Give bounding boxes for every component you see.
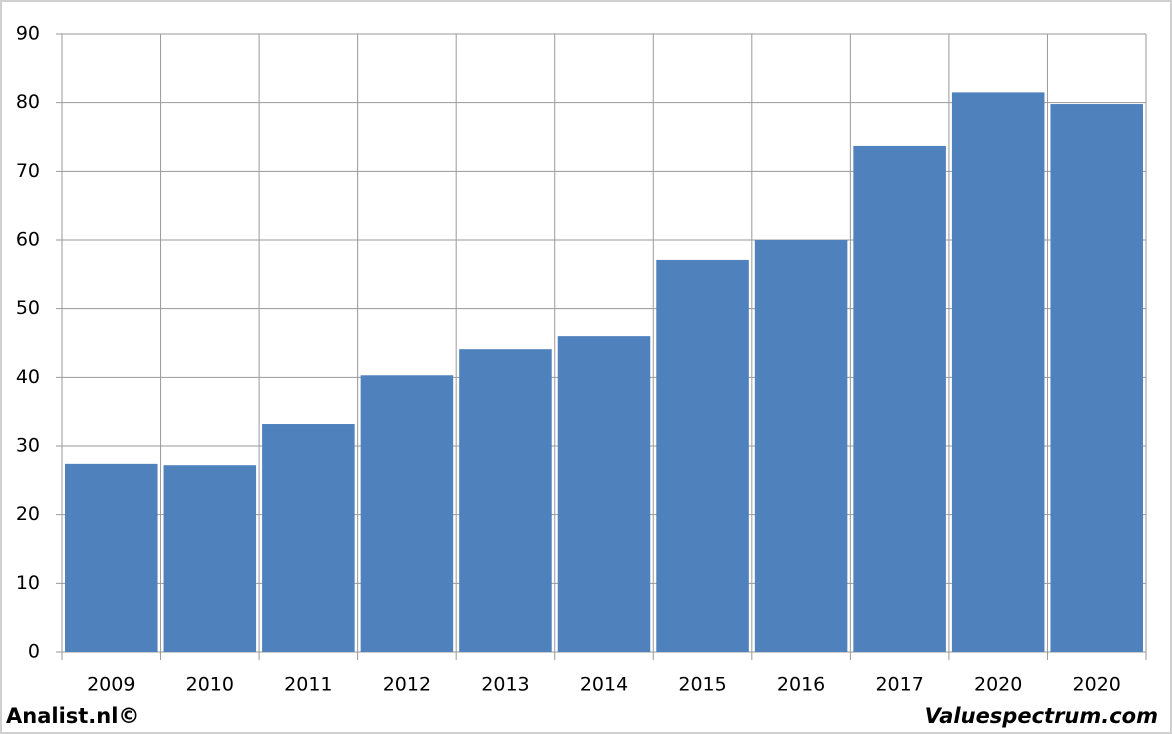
y-tick-label: 80 bbox=[16, 91, 40, 113]
bar bbox=[1050, 104, 1143, 653]
bar bbox=[163, 465, 257, 652]
bar bbox=[754, 240, 848, 652]
x-tick-label: 2009 bbox=[87, 674, 135, 696]
bar bbox=[459, 349, 552, 652]
y-tick-label: 40 bbox=[16, 366, 40, 388]
bar bbox=[853, 145, 946, 652]
bar bbox=[65, 463, 158, 652]
x-tick-label: 2014 bbox=[580, 674, 628, 696]
x-tick-label: 2017 bbox=[875, 674, 923, 696]
bar bbox=[656, 259, 749, 652]
bar bbox=[557, 336, 651, 652]
y-tick-label: 50 bbox=[16, 297, 40, 319]
bar bbox=[951, 92, 1045, 652]
x-tick-label: 2016 bbox=[777, 674, 825, 696]
bar bbox=[262, 424, 355, 652]
y-tick-label: 30 bbox=[16, 435, 40, 457]
footer-left: Analist.nl© bbox=[6, 704, 139, 728]
x-tick-label: 2020 bbox=[1073, 674, 1121, 696]
footer-right: Valuespectrum.com bbox=[925, 704, 1158, 728]
y-tick-label: 70 bbox=[16, 160, 40, 182]
x-tick-label: 2020 bbox=[974, 674, 1022, 696]
y-tick-label: 90 bbox=[16, 23, 40, 45]
x-tick-label: 2010 bbox=[186, 674, 234, 696]
y-tick-label: 20 bbox=[16, 503, 40, 525]
y-tick-label: 0 bbox=[28, 641, 40, 663]
x-tick-label: 2012 bbox=[383, 674, 431, 696]
y-tick-label: 60 bbox=[16, 229, 40, 251]
x-tick-label: 2015 bbox=[678, 674, 726, 696]
x-tick-label: 2013 bbox=[481, 674, 529, 696]
bar bbox=[360, 375, 454, 652]
x-tick-label: 2011 bbox=[284, 674, 332, 696]
y-tick-label: 10 bbox=[16, 572, 40, 594]
